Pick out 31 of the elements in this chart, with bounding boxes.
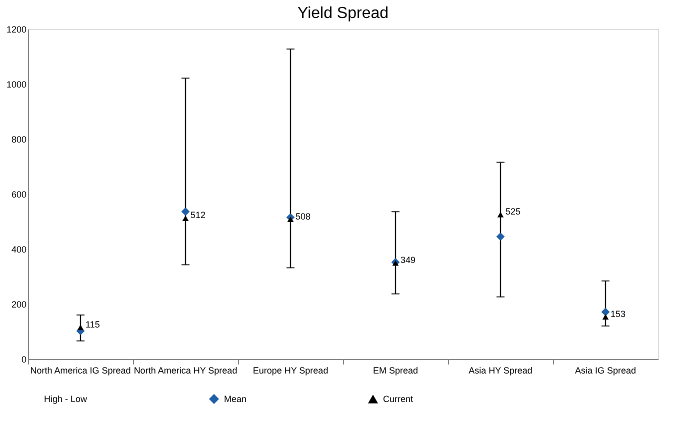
point xyxy=(181,207,190,216)
y-tick-label: 800 xyxy=(11,134,26,144)
text: High - Low xyxy=(44,394,88,404)
y-tick-label: 400 xyxy=(11,244,26,254)
y-tick-label: 0 xyxy=(21,354,26,364)
point xyxy=(287,216,294,222)
point xyxy=(182,215,189,221)
legend-label: Mean xyxy=(224,394,247,404)
y-tick-label: 200 xyxy=(11,300,26,310)
data-label: 115 xyxy=(86,319,100,330)
point xyxy=(77,324,84,330)
chart-title: Yield Spread xyxy=(297,5,389,22)
point xyxy=(602,314,609,320)
y-tick-label: 1200 xyxy=(6,24,26,34)
data-label: 512 xyxy=(190,210,206,220)
data-label: 525 xyxy=(506,206,521,217)
data-label: 153 xyxy=(610,308,626,319)
point xyxy=(497,212,504,218)
x-tick-label: North America HY Spread xyxy=(134,366,238,376)
x-tick-label: EM Spread xyxy=(372,366,418,376)
legend-label: Current xyxy=(383,394,414,404)
x-tick-label: Europe HY Spread xyxy=(252,366,328,376)
point xyxy=(496,232,505,241)
x-tick-label: Asia HY Spread xyxy=(468,366,532,376)
y-tick-label: 600 xyxy=(11,190,26,200)
x-tick-label: North America IG Spread xyxy=(30,366,131,376)
data-label: 349 xyxy=(400,255,416,266)
x-tick-label: Asia IG Spread xyxy=(574,366,636,376)
point xyxy=(601,308,610,316)
y-tick-label: 1000 xyxy=(6,80,26,90)
data-label: 508 xyxy=(296,211,311,222)
